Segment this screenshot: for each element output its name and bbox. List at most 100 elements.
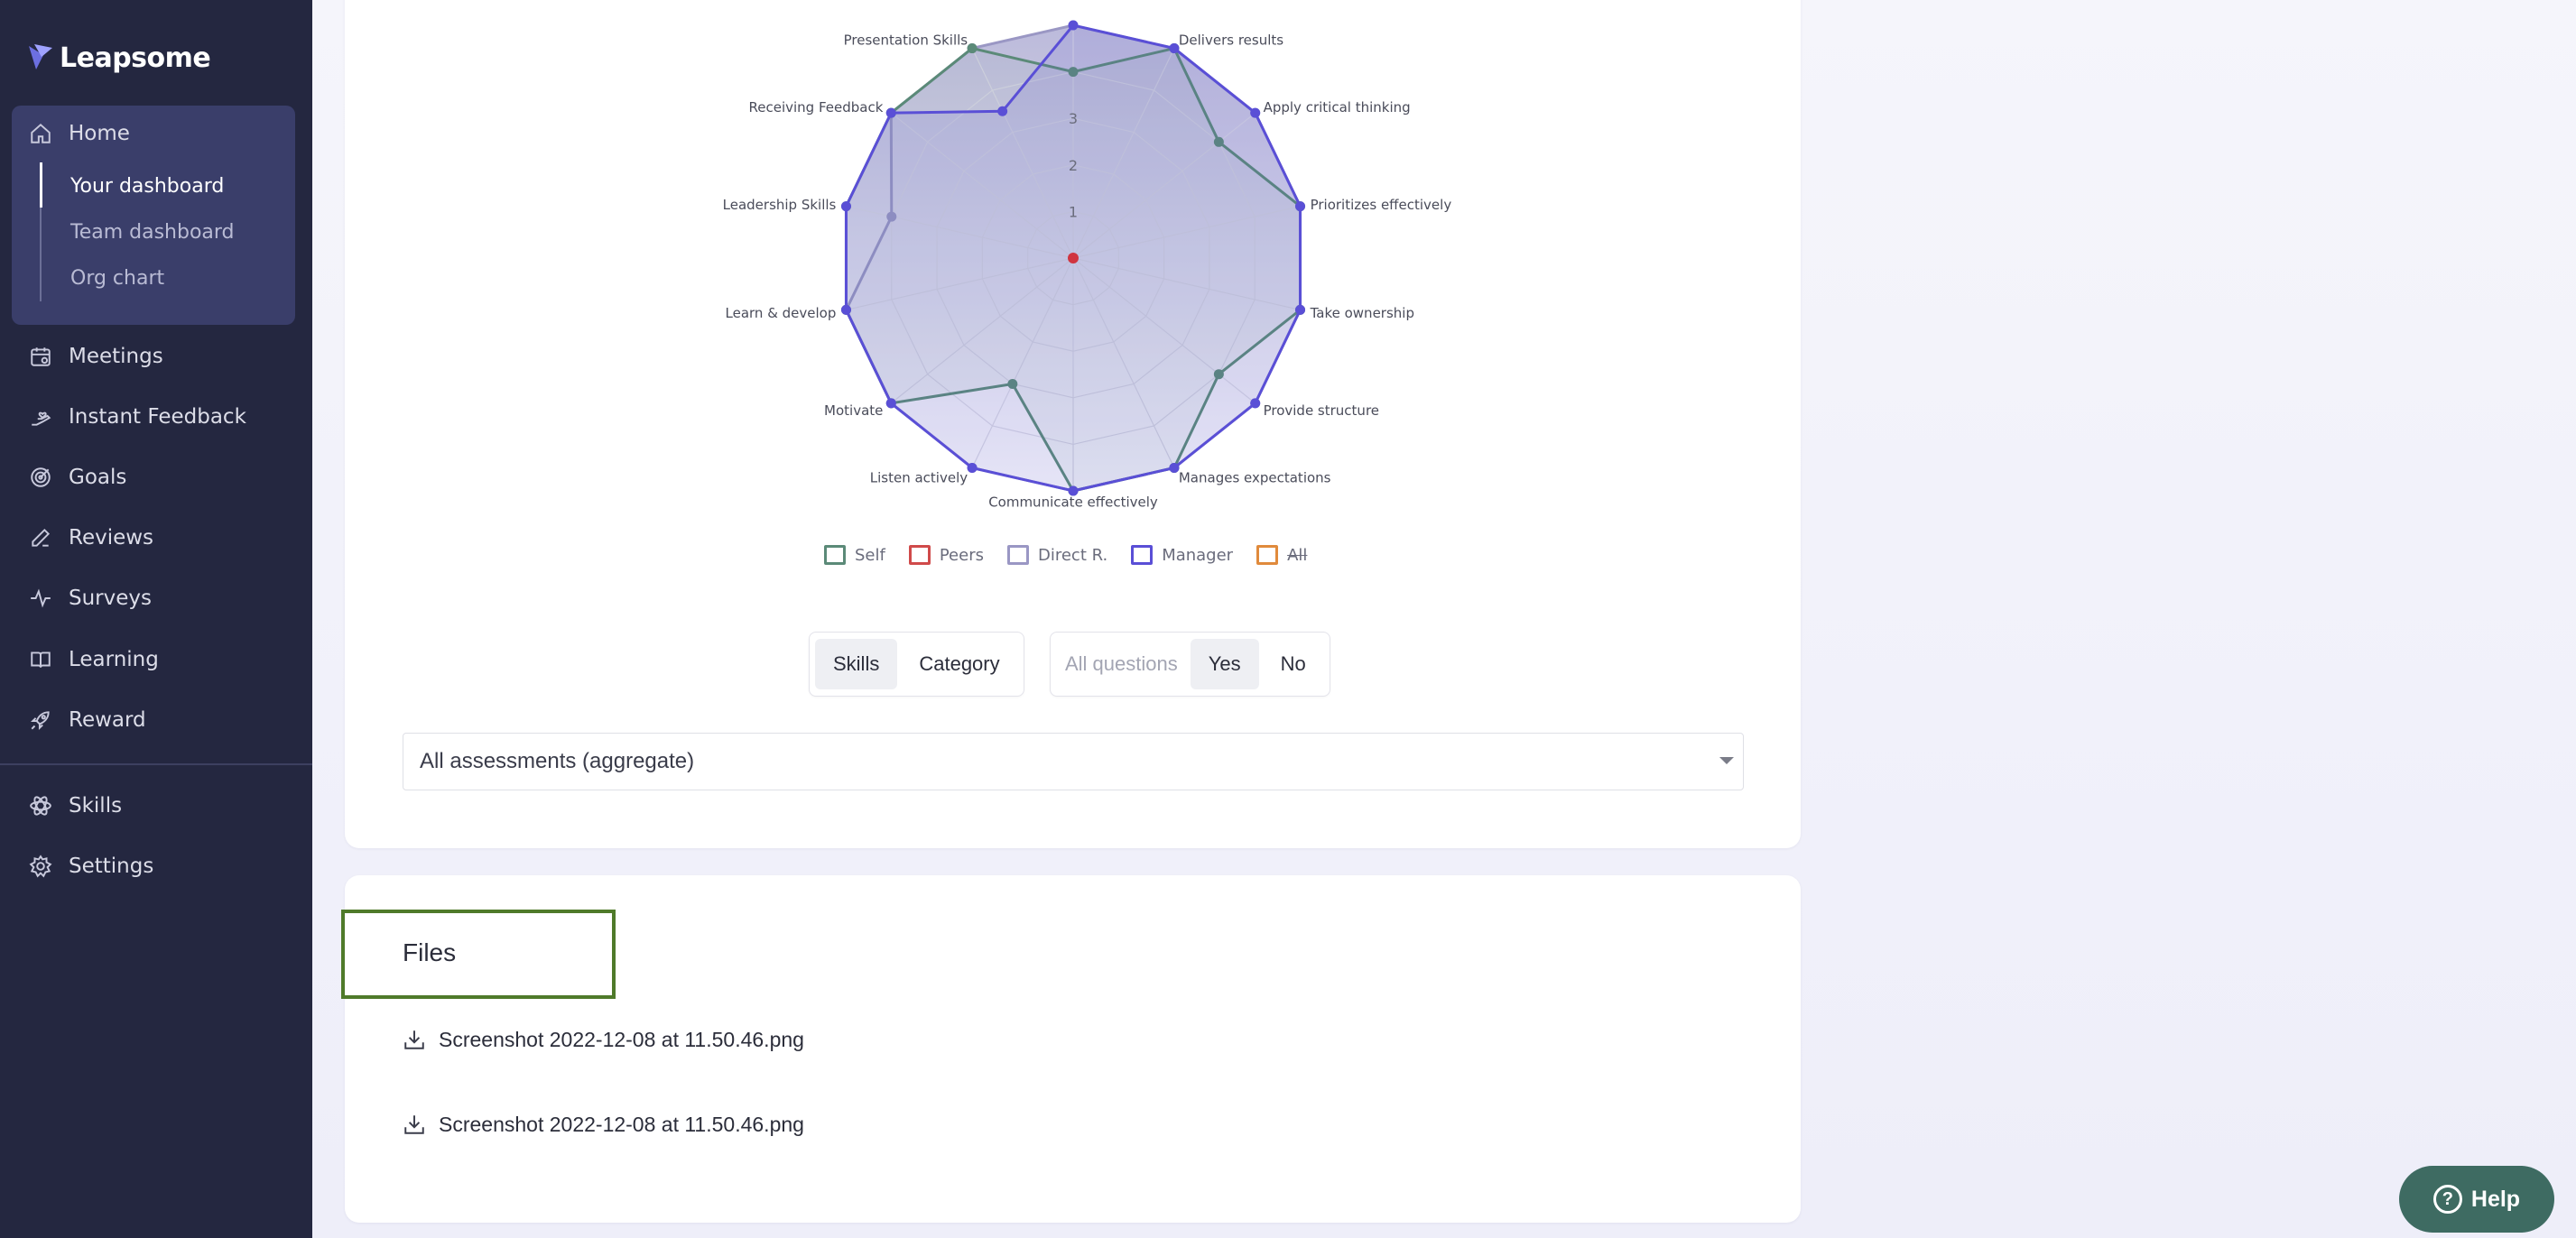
app-name: Leapsome — [60, 42, 211, 74]
toggle-skills[interactable]: Skills — [815, 639, 898, 689]
sidebar-divider — [0, 763, 312, 765]
radar-point — [1250, 107, 1261, 118]
files-title-highlight — [341, 910, 616, 999]
radar-spoke — [890, 112, 1074, 259]
sidebar-item-goals[interactable]: Goals — [29, 459, 126, 495]
download-icon — [404, 1115, 424, 1134]
legend-swatch — [1256, 545, 1279, 565]
radar-spoke — [971, 48, 1074, 259]
caret-down-icon — [1719, 757, 1734, 764]
radar-point — [997, 106, 1008, 116]
sidebar-item-label: Meetings — [69, 345, 163, 368]
sidebar: Leapsome Home Your dashboard Team dashbo… — [0, 0, 312, 1238]
sidebar-item-learning[interactable]: Learning — [29, 642, 159, 678]
radar-axis-label: Delivers results — [1179, 32, 1283, 48]
radar-axis-label: Manages expectations — [1179, 470, 1331, 486]
radar-axis-label: Provide structure — [1264, 402, 1379, 419]
toggle-no[interactable]: No — [1280, 652, 1306, 675]
radar-point — [1250, 398, 1261, 409]
sidebar-item-label: Home — [69, 122, 130, 145]
file-item[interactable]: Screenshot 2022-12-08 at 11.50.46.png — [403, 1023, 804, 1056]
files-title: Files — [403, 938, 457, 966]
legend-label: Self — [855, 545, 885, 565]
radar-point — [1213, 136, 1224, 147]
legend-swatch — [1006, 545, 1029, 565]
sidebar-item-reward[interactable]: Reward — [29, 702, 146, 738]
questions-toggle: All questions Yes No — [1050, 632, 1330, 697]
legend-label: All — [1287, 545, 1308, 565]
radar-axis-label: Take ownership — [1310, 305, 1414, 321]
view-toggle: Skills Category — [809, 632, 1024, 697]
legend-item-manager[interactable]: Manager — [1131, 545, 1233, 565]
sidebar-item-surveys[interactable]: Surveys — [29, 580, 152, 616]
help-label: Help — [2470, 1186, 2521, 1212]
toggle-category[interactable]: Category — [919, 652, 1000, 675]
radar-point — [1068, 67, 1079, 78]
legend-swatch — [908, 545, 931, 565]
radar-center-point — [1068, 253, 1079, 263]
radar-spoke — [1072, 112, 1256, 259]
legend-item-direct-reports[interactable]: Direct R. — [1006, 545, 1107, 565]
legend-item-all[interactable]: All — [1256, 545, 1307, 565]
pulse-icon — [31, 588, 51, 608]
home-icon — [31, 123, 51, 143]
radar-chart: Delivers results Apply critical thinking P… — [723, 20, 1452, 510]
home-nav-group — [12, 106, 295, 325]
gear-icon — [29, 855, 52, 878]
radar-axis-label: Prioritizes effectively — [1311, 197, 1452, 213]
files-card — [345, 875, 1801, 1223]
radar-spoke — [890, 257, 1074, 404]
legend-item-self[interactable]: Self — [824, 545, 885, 565]
chart-legend: Self Peers Direct R. Manager All — [824, 545, 1307, 565]
edit-icon — [32, 528, 51, 547]
radar-spoke — [1072, 257, 1301, 310]
radar-axis-label: Leadership Skills — [723, 197, 837, 213]
sidebar-item-instant-feedback[interactable]: Instant Feedback — [29, 399, 246, 435]
radar-point — [1295, 304, 1306, 315]
radar-spoke — [1072, 257, 1175, 468]
legend-swatch — [824, 545, 846, 565]
toggle-yes[interactable]: Yes — [1190, 639, 1259, 689]
sidebar-subitem-team-dashboard[interactable]: Team dashboard — [70, 220, 235, 244]
radar-axis-label: Apply critical thinking — [1264, 99, 1411, 115]
radar-spoke — [971, 257, 1074, 468]
radar-point — [1007, 378, 1018, 389]
radar-axis-label: Learn & develop — [726, 305, 837, 321]
radar-point — [1068, 20, 1079, 31]
radar-spoke — [1072, 48, 1175, 259]
radar-tick-label: 1 — [1069, 203, 1078, 220]
sidebar-subitem-your-dashboard[interactable]: Your dashboard — [70, 174, 225, 198]
sidebar-item-label: Surveys — [69, 587, 152, 610]
sidebar-item-label: Reward — [69, 708, 146, 732]
legend-item-peers[interactable]: Peers — [908, 545, 984, 565]
sidebar-item-label: Skills — [69, 794, 123, 818]
radar-point — [1169, 43, 1180, 54]
radar-spoke — [846, 206, 1074, 259]
sidebar-item-meetings[interactable]: Meetings — [29, 338, 163, 374]
file-name: Screenshot 2022-12-08 at 11.50.46.png — [439, 1027, 804, 1051]
rocket-icon — [30, 711, 50, 731]
radar-spoke — [1072, 257, 1256, 404]
assessment-select[interactable]: All assessments (aggregate) — [403, 733, 1744, 790]
sidebar-subitem-org-chart[interactable]: Org chart — [70, 266, 165, 290]
radar-tick-label: 3 — [1069, 110, 1078, 127]
radar-point — [1068, 485, 1079, 496]
app-logo[interactable]: Leapsome — [27, 40, 211, 76]
help-button[interactable]: ? Help — [2399, 1166, 2554, 1233]
radar-point — [840, 304, 851, 315]
sidebar-item-label: Settings — [69, 855, 154, 878]
sidebar-item-home[interactable]: Home — [29, 115, 130, 152]
file-item[interactable]: Screenshot 2022-12-08 at 11.50.46.png — [403, 1108, 804, 1141]
radar-axis-label: Motivate — [824, 402, 883, 419]
radar-point — [1213, 369, 1224, 380]
radar-tick-label: 2 — [1069, 157, 1078, 174]
radar-point — [967, 43, 978, 54]
sidebar-item-settings[interactable]: Settings — [29, 848, 153, 884]
sidebar-item-skills[interactable]: Skills — [29, 788, 122, 824]
radar-spoke — [1072, 206, 1301, 259]
radar-point — [967, 462, 978, 473]
questions-toggle-label: All questions — [1065, 652, 1178, 675]
legend-label: Manager — [1162, 545, 1234, 565]
download-icon — [404, 1030, 424, 1049]
sidebar-item-reviews[interactable]: Reviews — [29, 520, 153, 556]
